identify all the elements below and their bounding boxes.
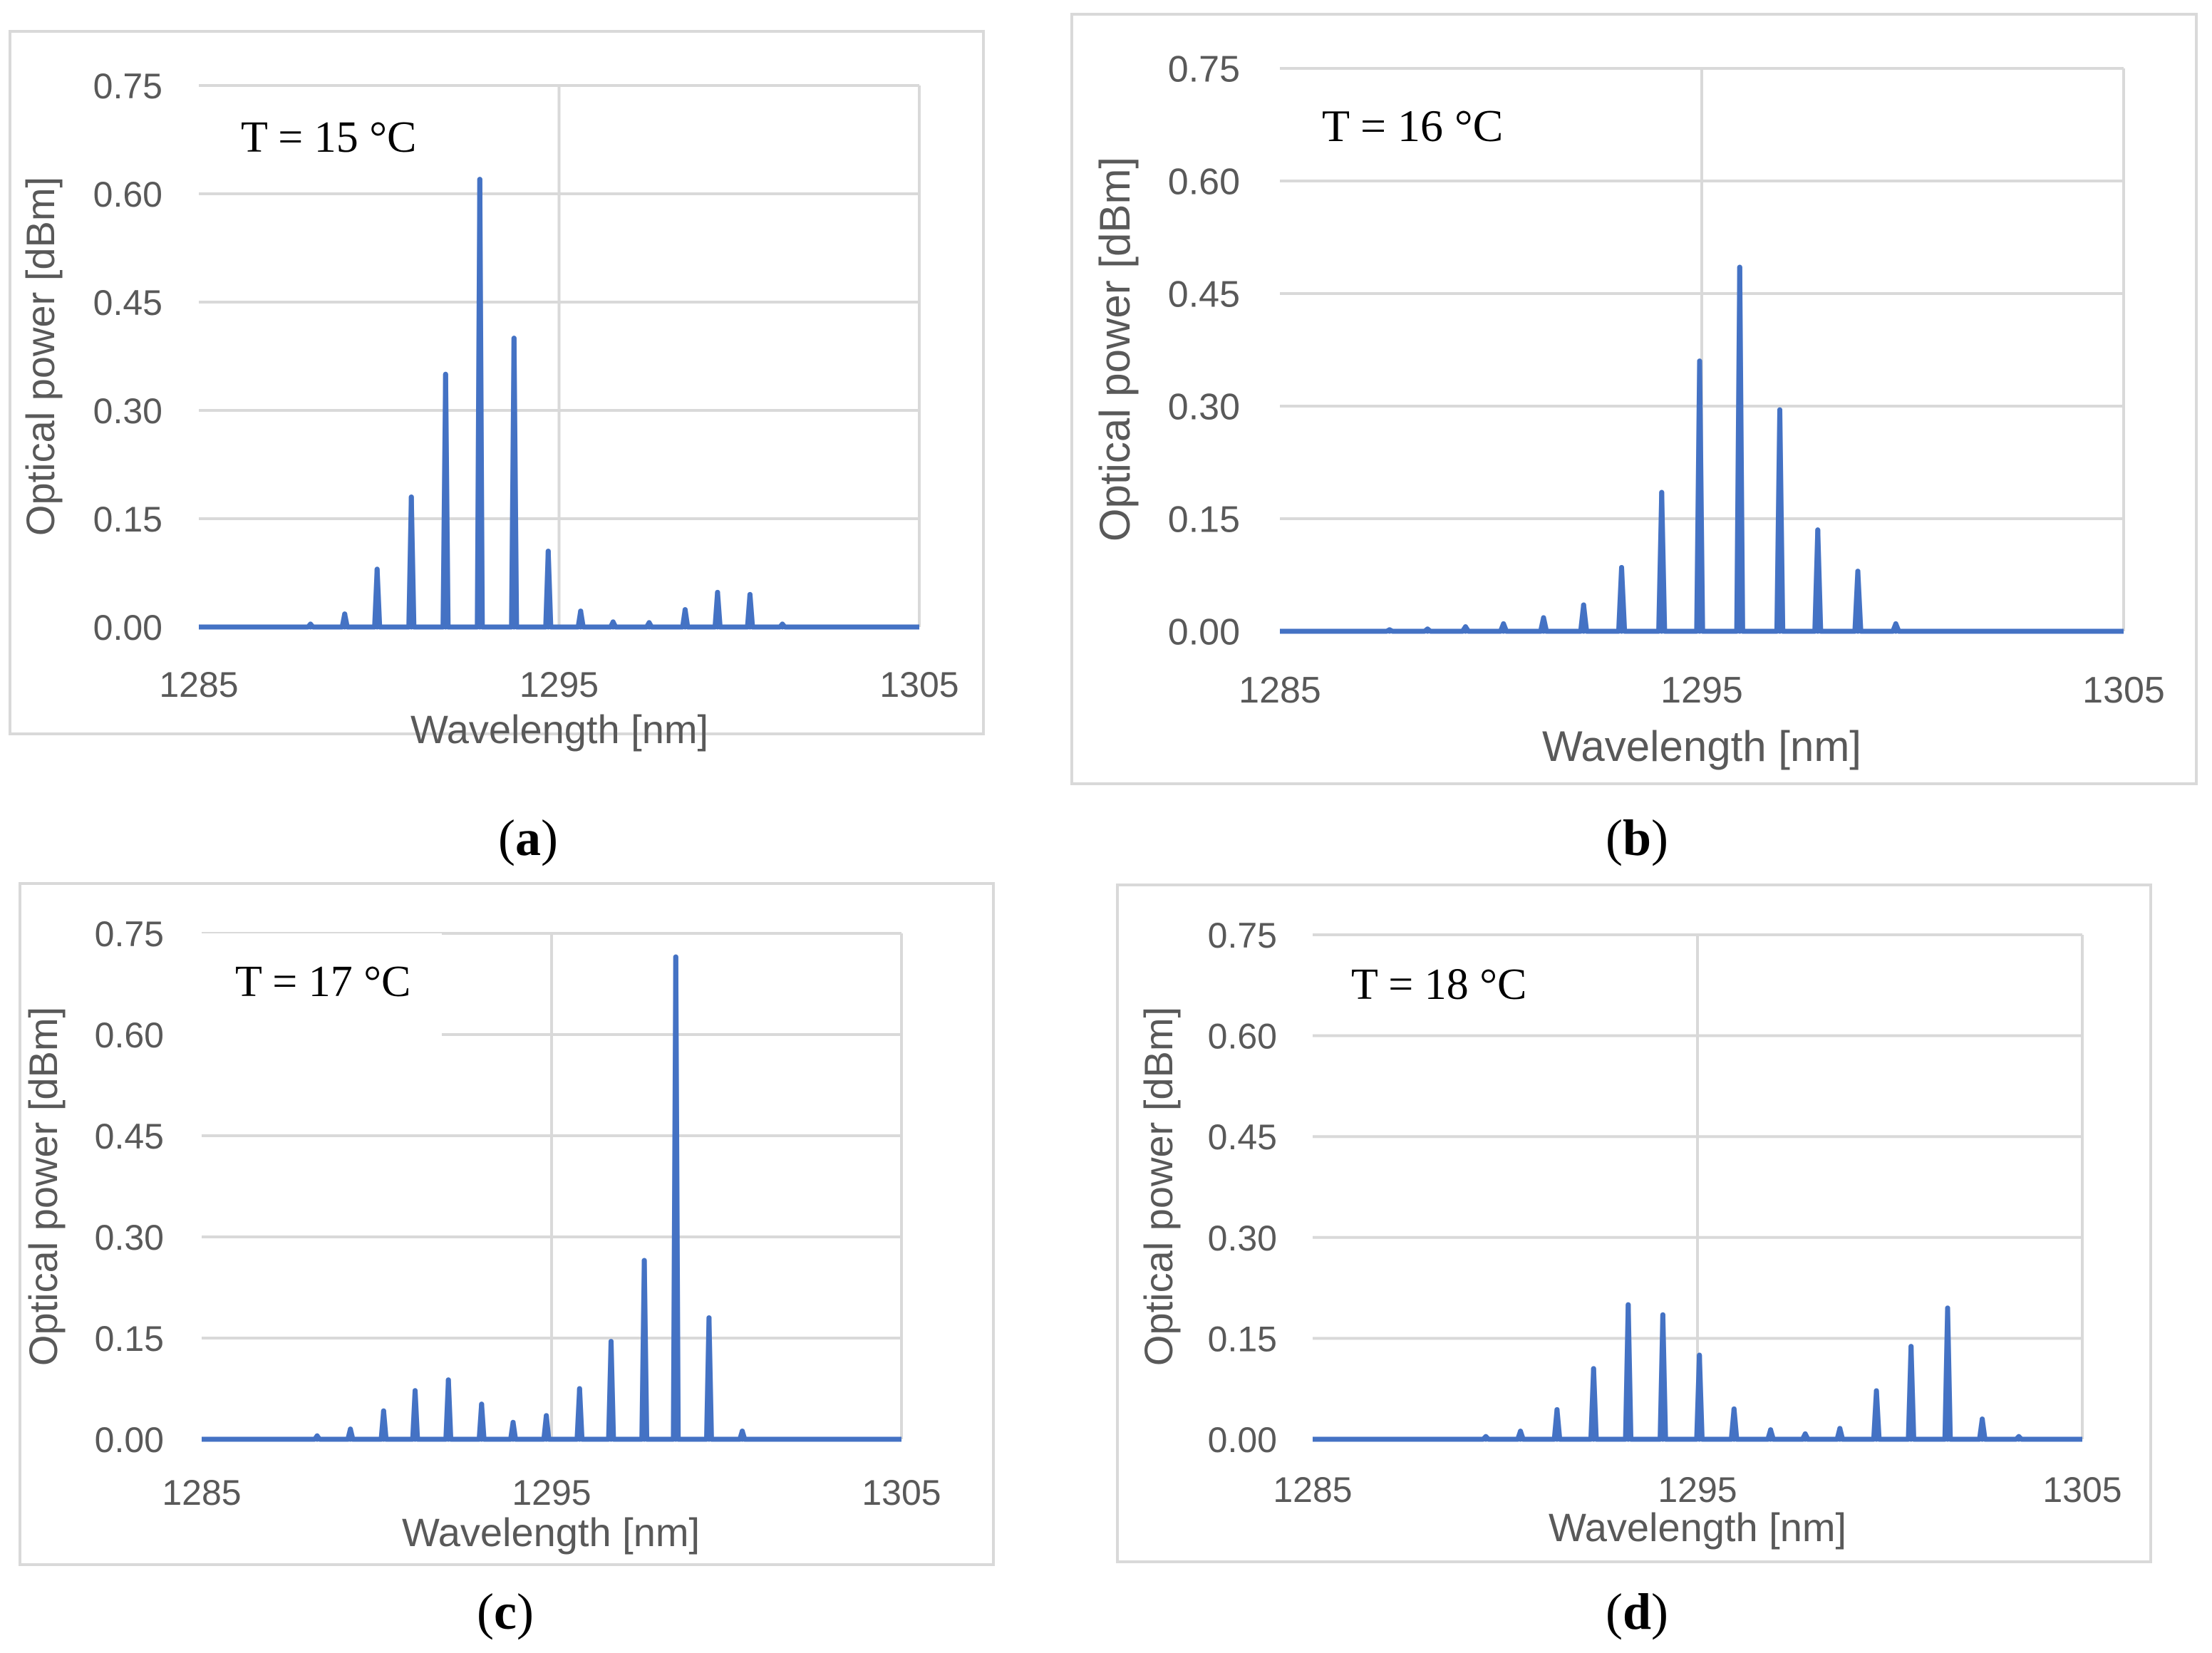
x-tick-label: 1305 [879,665,958,705]
chart-panel: 0.00 0.15 0.30 0.45 0.60 0.75 1285 1295 1305 T = … [1116,884,2152,1563]
chart-frame [19,882,995,1566]
panel-title: T = 17 °C [235,958,410,1006]
chart-frame [1070,13,2198,785]
y-tick-label: 0.45 [1168,274,1240,316]
y-tick-label: 0.75 [93,66,162,106]
caption-close-paren: ) [541,809,558,866]
y-tick-label: 0.75 [1208,916,1277,955]
chart-panels: 0.00 0.15 0.30 0.45 0.60 0.75 1285 1295 1305 T = … [9,13,2198,1566]
caption-letter: c [494,1583,517,1640]
caption-close-paren: ) [1651,809,1668,866]
y-tick-label: 0.00 [1208,1420,1277,1460]
y-axis-title: Optical power [dBm] [1091,157,1139,542]
y-axis-title: Optical power [dBm] [1136,1007,1181,1366]
chart-panel: 0.00 0.15 0.30 0.45 0.60 0.75 1285 1295 1305 T = … [19,882,995,1566]
caption-close-paren: ) [517,1583,534,1640]
y-tick-label: 0.00 [93,608,162,648]
chart-frame [1116,884,2152,1563]
x-tick-label: 1305 [862,1473,941,1513]
x-tick-label: 1295 [512,1473,591,1513]
x-tick-label: 1305 [2042,1470,2121,1510]
x-tick-label: 1285 [1239,670,1321,711]
panel-caption: (c) [477,1583,534,1640]
panel-caption: (d) [1606,1583,1668,1640]
x-tick-label: 1285 [162,1473,241,1513]
y-tick-label: 0.60 [95,1015,164,1055]
x-tick-label: 1295 [1660,670,1743,711]
caption-close-paren: ) [1651,1583,1668,1640]
y-tick-label: 0.15 [93,499,162,539]
y-axis-title: Optical power [dBm] [21,1007,66,1366]
x-tick-label: 1295 [520,665,599,705]
y-tick-label: 0.15 [1208,1319,1277,1359]
caption-open-paren: ( [477,1583,494,1640]
y-tick-label: 0.30 [1168,387,1240,428]
panel-title: T = 16 °C [1322,100,1503,151]
y-tick-label: 0.00 [1168,612,1240,653]
title-box [195,90,458,186]
chart-frame [9,30,985,735]
chart-panel: 0.00 0.15 0.30 0.45 0.60 0.75 1285 1295 1305 T = … [1070,13,2198,785]
y-axis-title: Optical power [dBm] [18,177,63,536]
x-tick-label: 1285 [159,665,238,705]
x-axis-title: Wavelength [nm] [410,707,708,752]
y-tick-label: 0.60 [1168,162,1240,203]
caption-letter: b [1623,809,1651,866]
y-tick-label: 0.75 [95,914,164,954]
x-axis-title: Wavelength [nm] [402,1510,700,1555]
x-axis-title: Wavelength [nm] [1549,1505,1846,1550]
y-tick-label: 0.45 [93,283,162,323]
y-tick-label: 0.00 [95,1420,164,1460]
caption-open-paren: ( [498,809,515,866]
caption-open-paren: ( [1606,1583,1623,1640]
caption-open-paren: ( [1606,809,1623,866]
panel-title: T = 18 °C [1351,960,1526,1009]
y-tick-label: 0.60 [1208,1017,1277,1057]
y-tick-label: 0.45 [95,1116,164,1156]
x-tick-label: 1305 [2082,670,2165,711]
panel-title: T = 15 °C [241,113,416,162]
y-tick-label: 0.15 [1168,499,1240,541]
y-tick-label: 0.30 [93,391,162,431]
panel-caption: (a) [498,809,558,866]
title-box [200,933,442,1044]
panel-captions: (a) (b)(c) (d) [477,809,1668,1640]
y-tick-label: 0.60 [93,175,162,214]
caption-letter: a [515,809,541,866]
y-tick-label: 0.45 [1208,1117,1277,1157]
x-tick-label: 1285 [1273,1470,1352,1510]
y-tick-label: 0.75 [1168,49,1240,90]
y-tick-label: 0.30 [95,1218,164,1258]
y-tick-label: 0.30 [1208,1218,1277,1258]
chart-panel: 0.00 0.15 0.30 0.45 0.60 0.75 1285 1295 1305 T = … [9,30,985,752]
x-tick-label: 1295 [1658,1470,1737,1510]
panel-caption: (b) [1606,809,1668,866]
x-axis-title: Wavelength [nm] [1542,722,1861,770]
caption-letter: d [1623,1583,1651,1640]
y-tick-label: 0.15 [95,1319,164,1359]
